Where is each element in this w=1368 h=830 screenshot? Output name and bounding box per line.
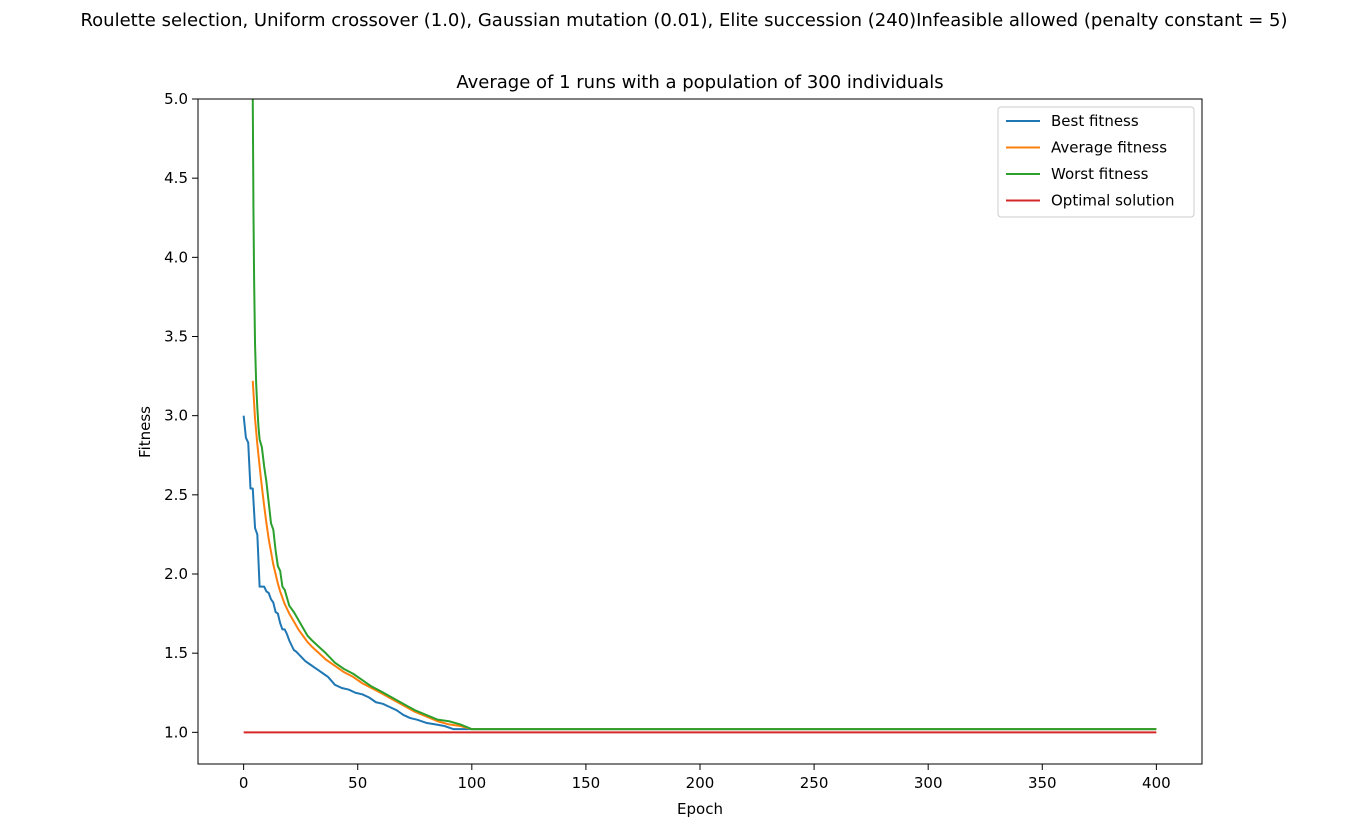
x-tick-label: 100 xyxy=(457,774,486,792)
y-tick-label: 2.5 xyxy=(164,486,188,504)
x-tick-label: 0 xyxy=(239,774,249,792)
y-tick-label: 1.0 xyxy=(164,723,188,741)
average-fitness-legend-label: Average fitness xyxy=(1051,139,1167,157)
y-tick-label: 1.5 xyxy=(164,644,188,662)
axis-ticks: 0 50 100 150 200 250 300 350 400 1.0 1.5 2.0 2.5 3.0 3… xyxy=(164,90,1171,792)
x-tick-label: 250 xyxy=(800,774,829,792)
x-tick-label: 200 xyxy=(686,774,715,792)
x-tick-label: 400 xyxy=(1142,774,1171,792)
x-tick-label: 300 xyxy=(914,774,943,792)
chart-legend: Best fitness Average fitness Worst fitness… xyxy=(997,106,1195,218)
y-tick-label: 4.5 xyxy=(164,169,188,187)
y-tick-label: 2.0 xyxy=(164,565,188,583)
legend-box xyxy=(997,106,1195,218)
optimal-solution-legend-label: Optimal solution xyxy=(1051,192,1175,210)
series-lines xyxy=(242,99,1157,734)
average-fitness-line xyxy=(251,380,1157,731)
plot-area-frame xyxy=(197,98,1203,765)
x-axis-label: Epoch xyxy=(677,800,723,818)
worst-fitness-line xyxy=(251,99,1157,731)
worst-fitness-legend-label: Worst fitness xyxy=(1051,165,1149,183)
x-tick-label: 150 xyxy=(572,774,601,792)
y-tick-label: 3.5 xyxy=(164,328,188,346)
x-tick-label: 50 xyxy=(348,774,367,792)
y-tick-label: 3.0 xyxy=(164,407,188,425)
best-fitness-line xyxy=(242,415,1157,731)
chart-title: Average of 1 runs with a population of 3… xyxy=(456,72,943,93)
y-axis-label: Fitness xyxy=(136,406,154,458)
y-tick-label: 4.0 xyxy=(164,248,188,266)
figure-suptitle: Roulette selection, Uniform crossover (1… xyxy=(80,10,1287,31)
best-fitness-legend-label: Best fitness xyxy=(1051,112,1139,130)
y-tick-label: 5.0 xyxy=(164,90,188,108)
x-tick-label: 350 xyxy=(1028,774,1057,792)
